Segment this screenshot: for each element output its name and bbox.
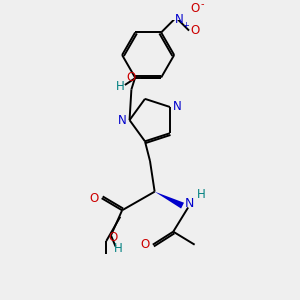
Text: N: N <box>174 13 183 26</box>
Text: O: O <box>141 238 150 251</box>
Text: H: H <box>114 242 123 255</box>
Text: O: O <box>108 231 117 244</box>
Text: N: N <box>184 197 194 210</box>
Text: -: - <box>200 0 204 9</box>
Text: N: N <box>118 114 127 127</box>
Text: +: + <box>182 20 189 29</box>
Text: H: H <box>116 80 124 93</box>
Polygon shape <box>154 192 184 208</box>
Text: O: O <box>190 2 199 15</box>
Text: O: O <box>190 24 199 37</box>
Text: H: H <box>197 188 206 201</box>
Text: N: N <box>173 100 182 113</box>
Text: O: O <box>127 71 136 84</box>
Text: O: O <box>90 192 99 205</box>
